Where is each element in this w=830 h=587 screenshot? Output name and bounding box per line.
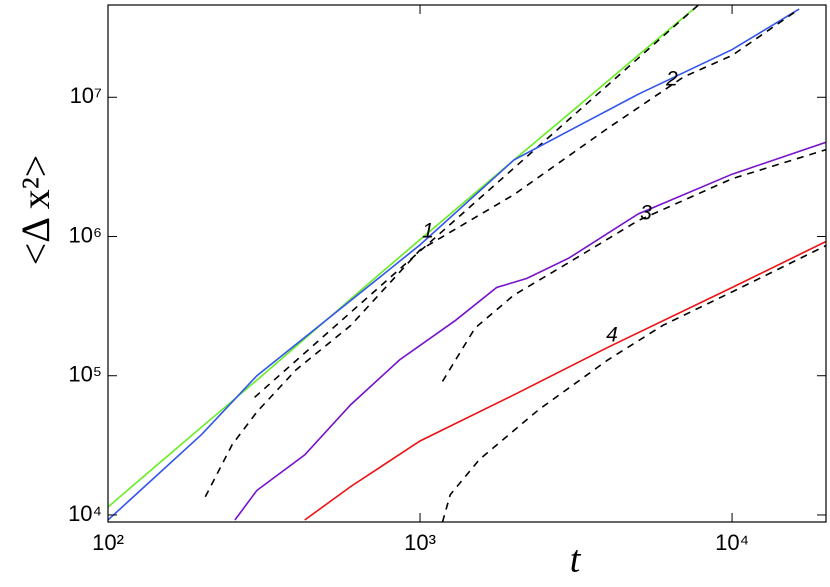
data-line xyxy=(108,8,800,521)
data-line xyxy=(304,240,826,521)
x-tick-label: 10³ xyxy=(404,530,436,555)
fit-line xyxy=(204,8,800,498)
y-tick-label: 10⁶ xyxy=(68,222,102,247)
data-line xyxy=(108,5,699,508)
fit-line xyxy=(441,148,826,382)
x-axis-label: t xyxy=(570,539,582,581)
y-axis-label: <Δ x²> xyxy=(13,155,58,266)
plot-frame xyxy=(107,4,827,523)
curve-label: 4 xyxy=(606,324,618,347)
x-tick-label: 10⁴ xyxy=(715,530,749,555)
fit-line xyxy=(254,5,699,398)
curve-label: 2 xyxy=(665,68,678,91)
data-line xyxy=(234,141,826,521)
plot-lines xyxy=(108,5,826,522)
curve-label: 1 xyxy=(422,220,434,243)
y-tick-label: 10⁷ xyxy=(70,83,102,108)
y-tick-label: 10⁵ xyxy=(68,362,102,387)
x-tick-label: 10² xyxy=(92,530,124,555)
curve-label: 3 xyxy=(640,202,652,225)
fit-line xyxy=(441,244,826,522)
y-tick-label: 10⁴ xyxy=(68,501,102,526)
